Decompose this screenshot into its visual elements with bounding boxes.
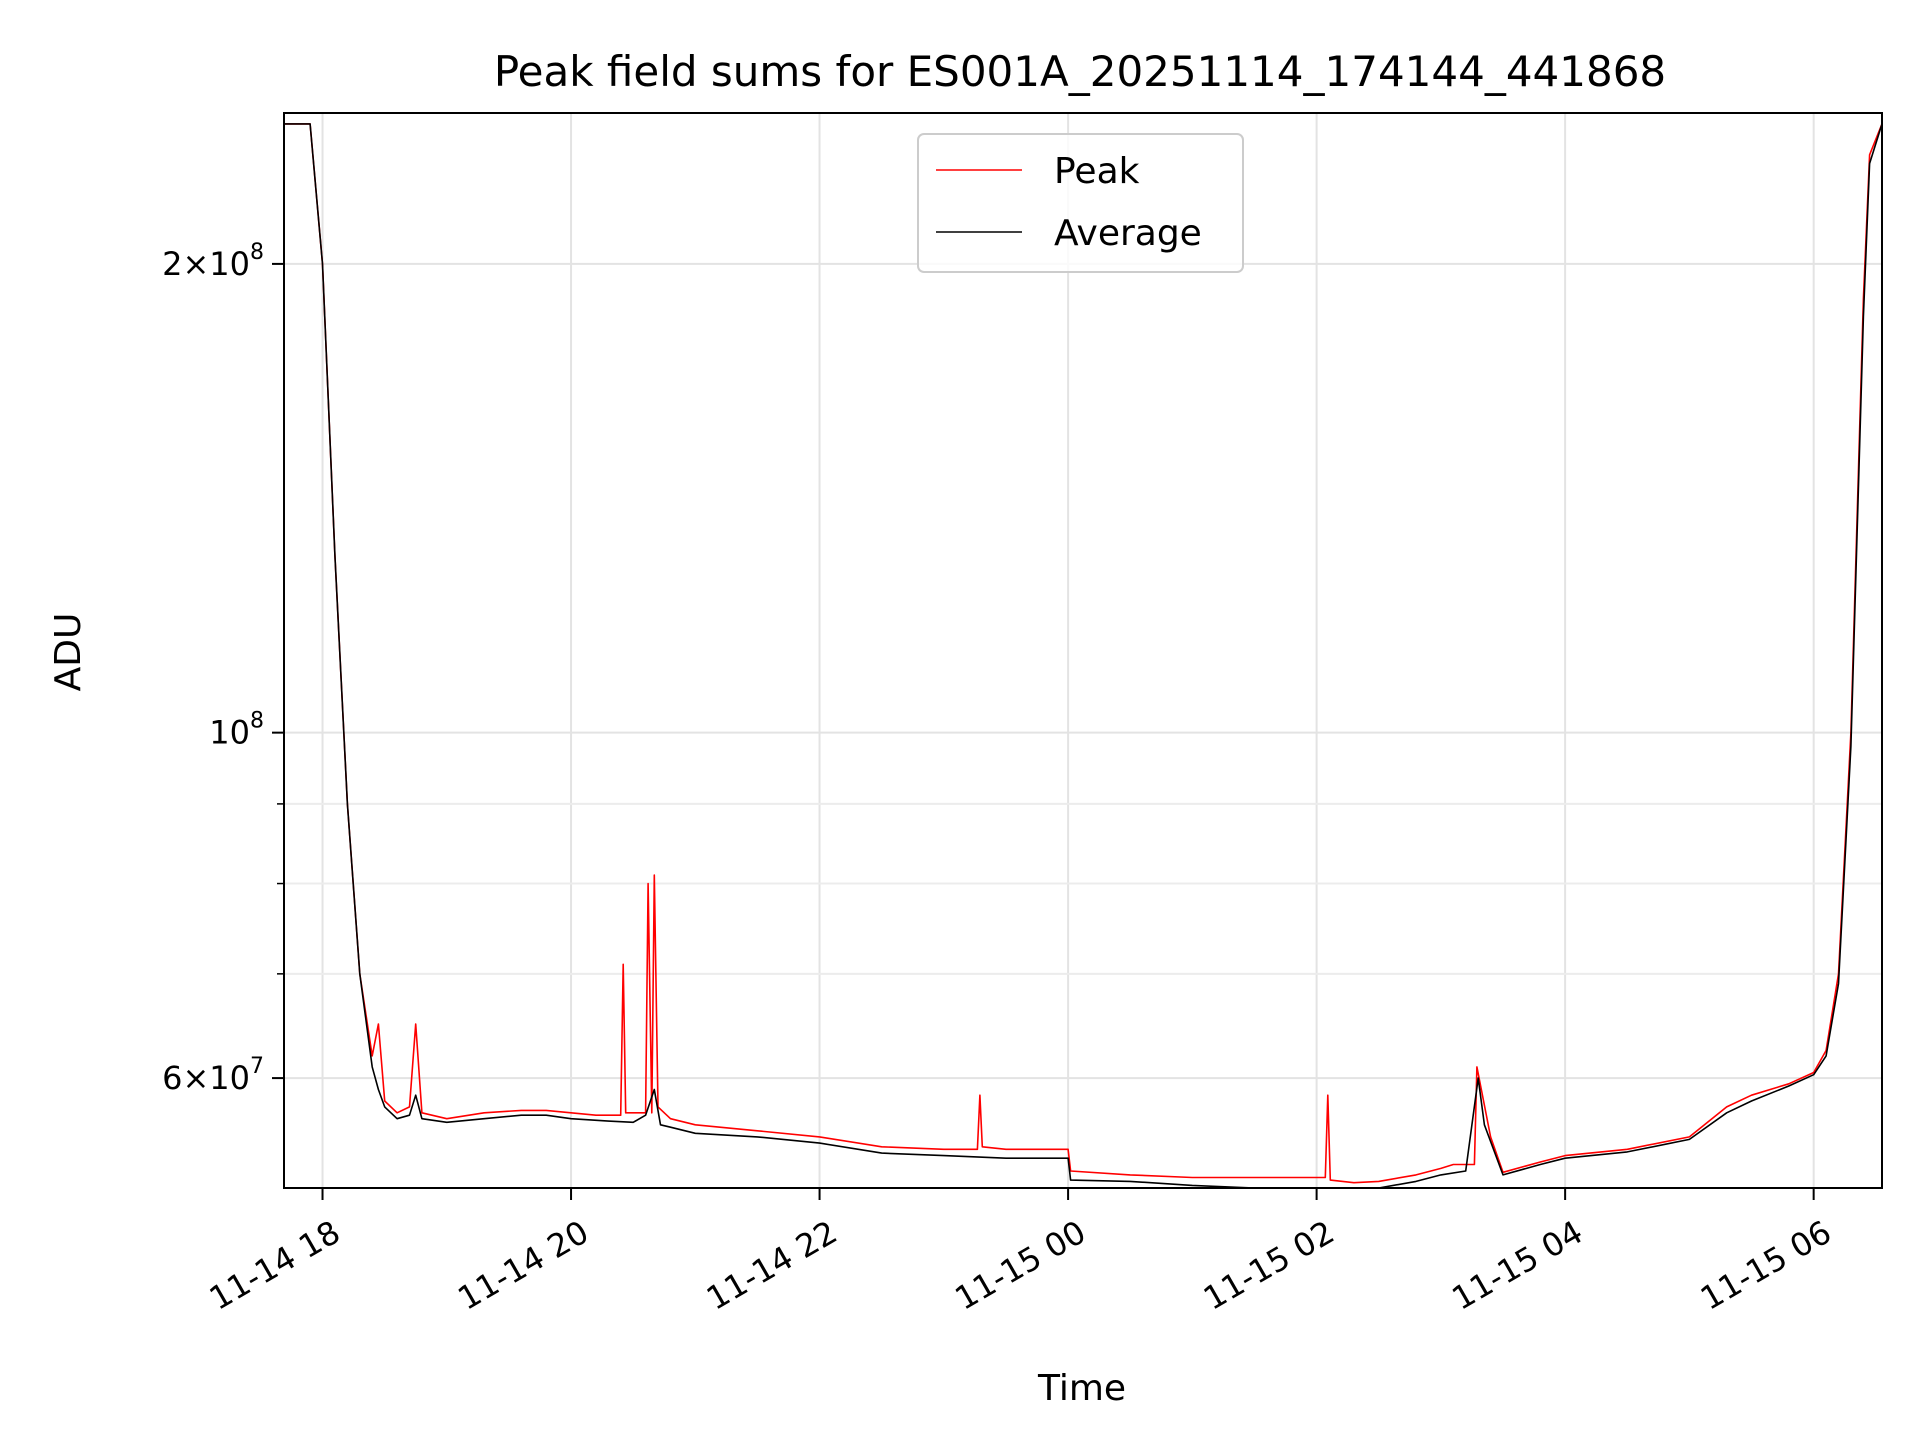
legend: Peak Average (917, 133, 1244, 273)
chart-title: Peak field sums for ES001A_20251114_1741… (494, 47, 1666, 96)
legend-average-label: Average (1054, 213, 1202, 254)
y-tick-label: 2×108 (162, 240, 264, 283)
y-axis-title: ADU (48, 613, 89, 692)
y-tick-label: 6×107 (162, 1054, 264, 1097)
series-line-peak (284, 123, 1882, 1184)
legend-box (917, 133, 1244, 273)
series-line-average (284, 123, 1882, 1188)
legend-peak-label: Peak (1054, 151, 1140, 192)
plot-area (284, 123, 1882, 1188)
x-axis-title: Time (1037, 1368, 1126, 1409)
axes-frame (283, 112, 1883, 1189)
